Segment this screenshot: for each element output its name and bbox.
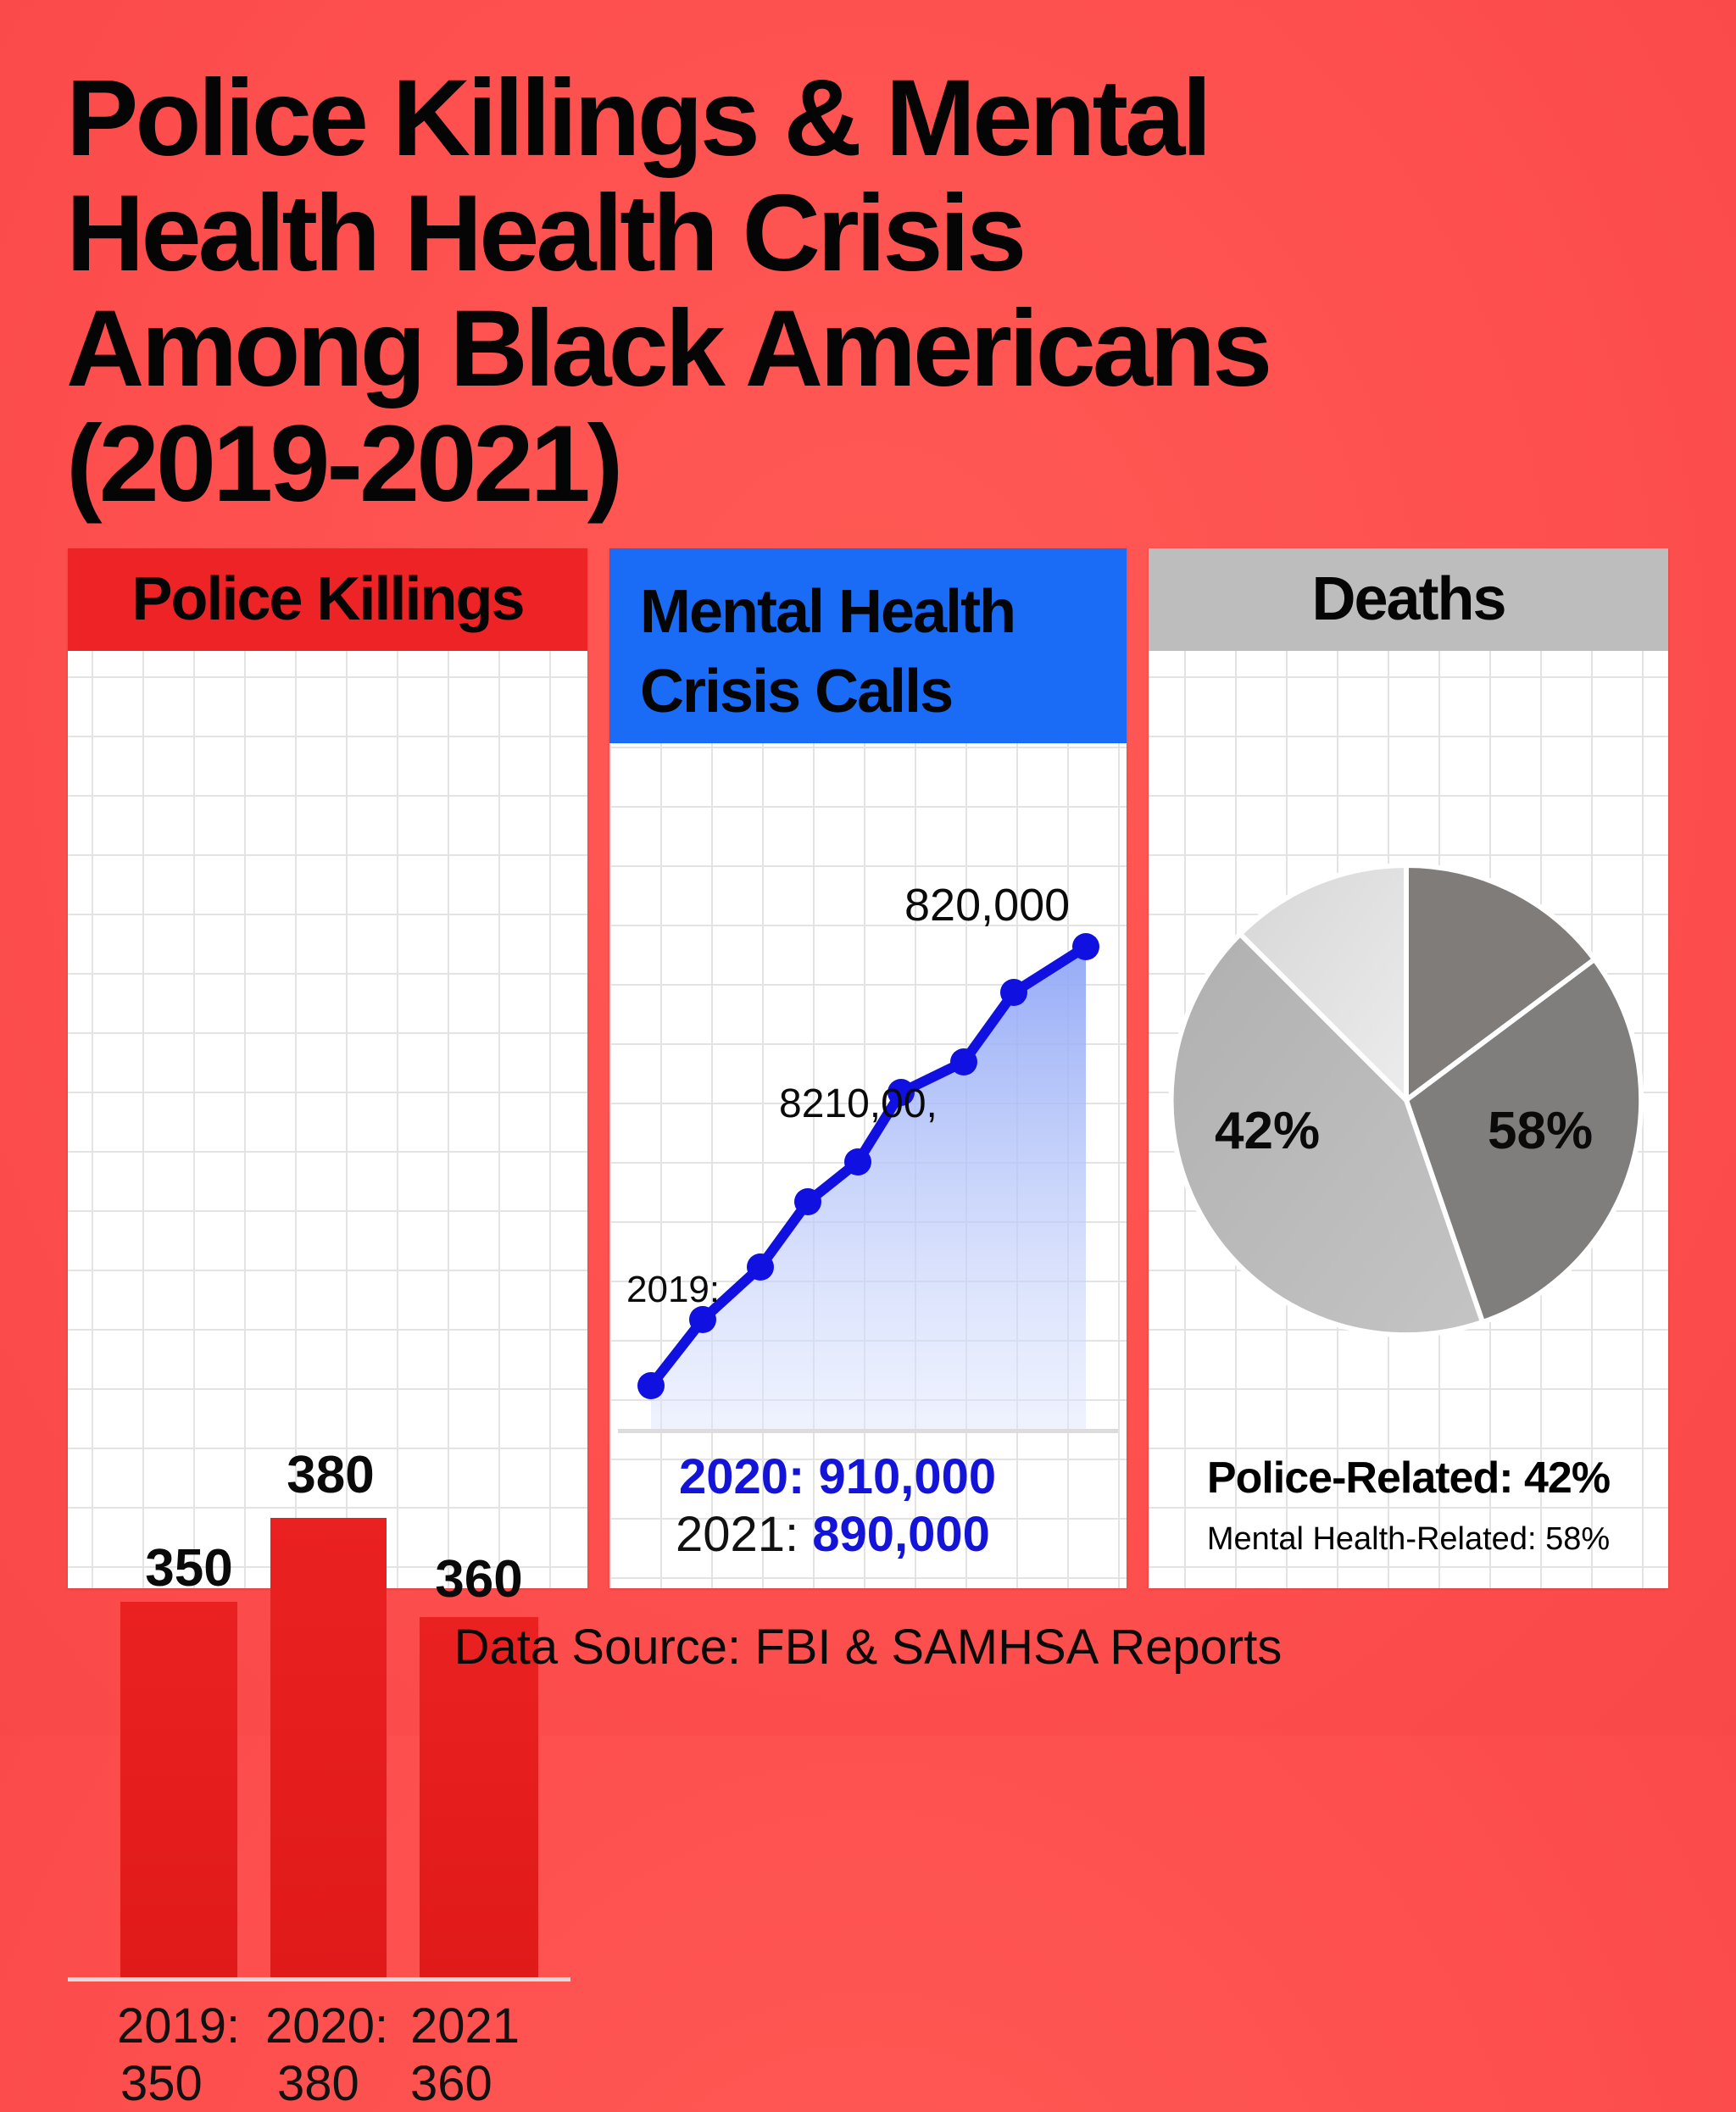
footer-row-2020: 2020: 910,000 xyxy=(679,1448,996,1505)
footer-row-2021: 2021: 890,000 xyxy=(676,1506,990,1563)
footer-year-2020: 2020: xyxy=(265,1998,389,2054)
mental-health-calls-header: Mental Health Crisis Calls xyxy=(609,548,1127,743)
data-point xyxy=(747,1253,774,1281)
line-chart-svg xyxy=(637,933,1099,1429)
pie-slice-right xyxy=(1404,957,1644,1325)
footer-value-2020: 380 xyxy=(277,2056,359,2111)
annotation-left: 2019: xyxy=(626,1269,721,1310)
x-axis-line xyxy=(618,1429,1118,1433)
title-line-3: Among Black Americans xyxy=(66,288,1272,409)
data-point xyxy=(844,1148,871,1175)
title-line-2: Health Health Crisis xyxy=(66,173,1027,294)
header-line-1: Mental Health xyxy=(640,578,1016,646)
title-line-1: Police Killings & Mental xyxy=(66,58,1212,179)
area-fill xyxy=(651,947,1086,1429)
data-point xyxy=(794,1188,821,1215)
data-point xyxy=(1000,979,1027,1006)
footer-value-2021: 360 xyxy=(410,2056,492,2111)
deaths-panel: Deaths 42% 58% Police-Related: 42% Menta… xyxy=(1149,548,1668,1588)
bar-value-2020: 380 xyxy=(287,1446,375,1504)
footer-year-2021: 2021: xyxy=(676,1507,799,1562)
footer-value-2019: 350 xyxy=(120,2056,203,2111)
pie-slice-top-right xyxy=(1404,862,1597,1103)
pie-slice-top-left xyxy=(1238,862,1409,1103)
police-killings-panel: Police Killings 350 380 360 2019: 2020: … xyxy=(68,548,587,2111)
chart-grid xyxy=(68,651,587,1588)
pie-label-left: 42% xyxy=(1215,1102,1321,1160)
bar-value-2021: 360 xyxy=(435,1550,523,1609)
title-line-4: (2019-2021) xyxy=(66,403,623,525)
page-title: Police Killings & Mental Health Health C… xyxy=(66,61,1677,522)
pie-label-right: 58% xyxy=(1488,1102,1594,1160)
data-source-note: Data Source: FBI & SAMHSA Reports xyxy=(453,1620,1283,1675)
data-point xyxy=(887,1079,915,1106)
annotation-middle: 8210,00, xyxy=(779,1081,938,1126)
annotation-top: 820,000 xyxy=(904,880,1071,931)
pie-chart-svg xyxy=(1168,862,1644,1338)
x-axis-line xyxy=(68,1977,570,1981)
deaths-header: Deaths xyxy=(1149,548,1668,651)
bar-2020 xyxy=(270,1518,387,1977)
mental-health-calls-panel: Mental Health Crisis Calls 820,000 8210,… xyxy=(609,548,1127,1588)
footer-value-2021: 890,000 xyxy=(812,1507,990,1562)
footer-mental-health-related: Mental Health-Related: 58% xyxy=(1206,1521,1611,1557)
pie-slice-left xyxy=(1168,931,1485,1338)
data-point xyxy=(637,1372,665,1399)
police-killings-header: Police Killings xyxy=(68,548,587,651)
footer-value-2020: 910,000 xyxy=(818,1449,997,1504)
data-point xyxy=(689,1306,716,1333)
data-point xyxy=(950,1048,977,1075)
data-point xyxy=(1072,933,1099,960)
footer-police-related: Police-Related: 42% xyxy=(1206,1453,1611,1503)
header-line-2: Crisis Calls xyxy=(640,658,954,725)
footer-year-2019: 2019: xyxy=(117,1998,241,2054)
data-points xyxy=(637,933,1099,1399)
footer-year-2020: 2020: xyxy=(679,1449,805,1504)
bar-value-2019: 350 xyxy=(145,1539,233,1598)
footer-year-2021: 2021 xyxy=(410,1998,520,2054)
